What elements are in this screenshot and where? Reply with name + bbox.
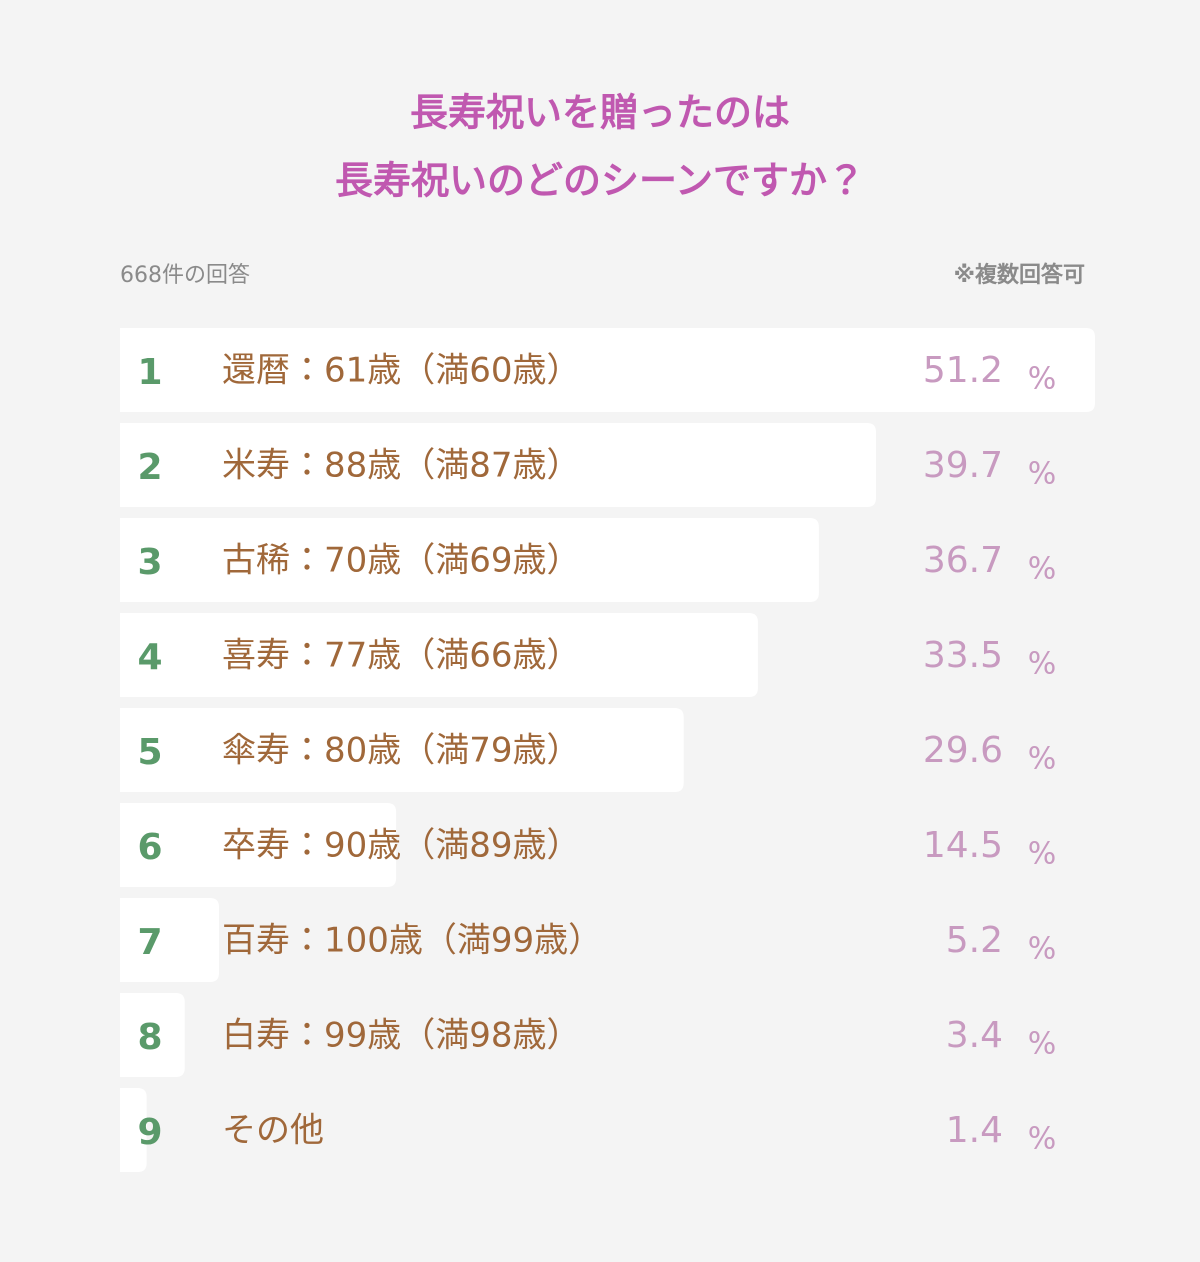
category-label: 還暦：61歳（満60歳） xyxy=(222,351,581,391)
subtitle: 668件の回答 xyxy=(120,263,250,288)
unit-label: % xyxy=(1028,932,1057,967)
value-label: 29.6 xyxy=(923,730,1003,771)
rank-label: 2 xyxy=(137,447,162,488)
rank-label: 3 xyxy=(137,542,162,583)
category-label: 卒寿：90歳（満89歳） xyxy=(222,826,581,866)
value-label: 36.7 xyxy=(923,540,1003,581)
bar xyxy=(120,993,185,1077)
category-label: 古稀：70歳（満69歳） xyxy=(222,541,581,581)
unit-label: % xyxy=(1028,457,1057,492)
value-label: 3.4 xyxy=(946,1015,1003,1056)
category-label: その他 xyxy=(222,1111,324,1151)
bar xyxy=(120,328,1095,412)
unit-label: % xyxy=(1028,362,1057,397)
bar xyxy=(120,423,877,507)
unit-label: % xyxy=(1028,742,1057,777)
unit-label: % xyxy=(1028,1027,1057,1062)
rank-label: 6 xyxy=(137,827,162,868)
value-label: 33.5 xyxy=(923,635,1003,676)
unit-label: % xyxy=(1028,647,1057,682)
unit-label: % xyxy=(1028,552,1057,587)
chart-title: 長寿祝いのどのシーンですか？ xyxy=(335,159,865,203)
bar xyxy=(120,613,758,697)
rank-label: 4 xyxy=(137,637,162,678)
category-label: 米寿：88歳（満87歳） xyxy=(222,446,581,486)
category-label: 百寿：100歳（満99歳） xyxy=(222,921,602,961)
rank-label: 7 xyxy=(137,922,162,963)
note: ※複数回答可 xyxy=(954,262,1085,288)
category-label: 傘寿：80歳（満79歳） xyxy=(222,731,581,771)
bar xyxy=(120,708,684,792)
value-label: 5.2 xyxy=(946,920,1003,961)
value-label: 14.5 xyxy=(923,825,1003,866)
rank-label: 8 xyxy=(137,1017,162,1058)
bar xyxy=(120,1088,147,1172)
bar xyxy=(120,898,220,982)
category-label: 喜寿：77歳（満66歳） xyxy=(222,636,581,676)
unit-label: % xyxy=(1028,837,1057,872)
rank-label: 1 xyxy=(137,352,162,393)
chart-title: 長寿祝いを贈ったのは xyxy=(410,91,790,135)
value-label: 39.7 xyxy=(923,445,1003,486)
rank-label: 5 xyxy=(137,732,162,773)
bar xyxy=(120,518,819,602)
unit-label: % xyxy=(1028,1122,1057,1157)
category-label: 白寿：99歳（満98歳） xyxy=(222,1016,581,1056)
value-label: 1.4 xyxy=(946,1110,1003,1151)
value-label: 51.2 xyxy=(923,350,1003,391)
rank-label: 9 xyxy=(137,1112,162,1153)
bar xyxy=(120,803,397,887)
